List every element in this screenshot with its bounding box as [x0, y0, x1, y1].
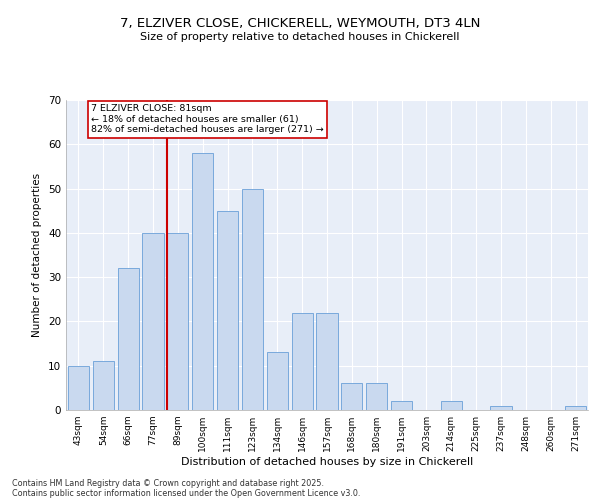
Text: 7, ELZIVER CLOSE, CHICKERELL, WEYMOUTH, DT3 4LN: 7, ELZIVER CLOSE, CHICKERELL, WEYMOUTH, … — [120, 18, 480, 30]
Bar — [292, 312, 313, 410]
Bar — [93, 362, 114, 410]
Bar — [391, 401, 412, 410]
Bar — [68, 366, 89, 410]
Bar — [217, 210, 238, 410]
Text: Contains public sector information licensed under the Open Government Licence v3: Contains public sector information licen… — [12, 488, 361, 498]
Bar — [118, 268, 139, 410]
Bar — [142, 233, 164, 410]
X-axis label: Distribution of detached houses by size in Chickerell: Distribution of detached houses by size … — [181, 457, 473, 467]
Bar — [167, 233, 188, 410]
Text: Size of property relative to detached houses in Chickerell: Size of property relative to detached ho… — [140, 32, 460, 42]
Bar — [341, 384, 362, 410]
Text: 7 ELZIVER CLOSE: 81sqm
← 18% of detached houses are smaller (61)
82% of semi-det: 7 ELZIVER CLOSE: 81sqm ← 18% of detached… — [91, 104, 323, 134]
Bar — [490, 406, 512, 410]
Bar — [366, 384, 387, 410]
Bar — [267, 352, 288, 410]
Text: Contains HM Land Registry data © Crown copyright and database right 2025.: Contains HM Land Registry data © Crown c… — [12, 478, 324, 488]
Bar — [565, 406, 586, 410]
Bar — [441, 401, 462, 410]
Bar — [242, 188, 263, 410]
Bar — [192, 153, 213, 410]
Bar — [316, 312, 338, 410]
Y-axis label: Number of detached properties: Number of detached properties — [32, 173, 43, 337]
